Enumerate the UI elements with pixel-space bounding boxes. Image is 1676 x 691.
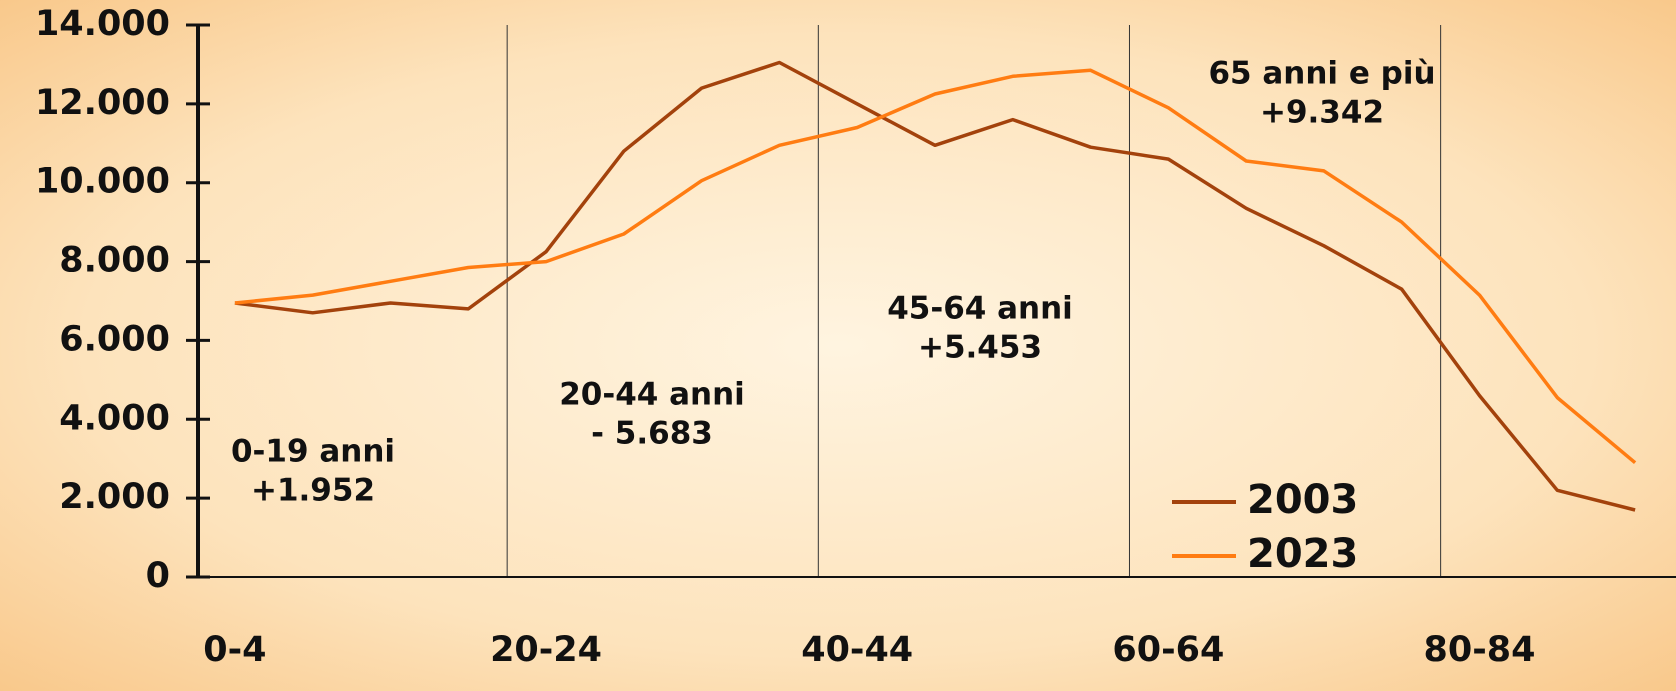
legend-label: 2023 (1247, 531, 1358, 577)
annotation: 0-19 anni (231, 434, 395, 470)
y-tick-label: 14.000 (35, 4, 170, 44)
y-tick-label: 8.000 (59, 241, 170, 281)
x-tick-label: 0-4 (203, 630, 266, 670)
legend-label: 2003 (1247, 477, 1358, 523)
annotation: - 5.683 (591, 416, 713, 452)
x-tick-label: 80-84 (1424, 630, 1536, 670)
y-tick-label: 4.000 (59, 398, 170, 438)
y-tick-label: 10.000 (35, 162, 170, 202)
y-tick-label: 0 (146, 556, 170, 596)
x-tick-label: 40-44 (801, 630, 913, 670)
x-tick-label: 60-64 (1112, 630, 1224, 670)
annotation: +5.453 (918, 330, 1042, 366)
annotation: 20-44 anni (559, 377, 745, 413)
line (234, 60, 1636, 512)
annotation: 45-64 anni (887, 291, 1073, 327)
annotation: 65 anni e più (1208, 56, 1435, 92)
line (234, 68, 1637, 465)
y-tick-label: 6.000 (59, 319, 170, 359)
y-tick-label: 12.000 (35, 83, 170, 123)
x-tick-label: 20-24 (490, 630, 602, 670)
annotation: +1.952 (251, 473, 375, 509)
y-tick-label: 2.000 (59, 477, 170, 517)
annotation: +9.342 (1260, 95, 1384, 131)
